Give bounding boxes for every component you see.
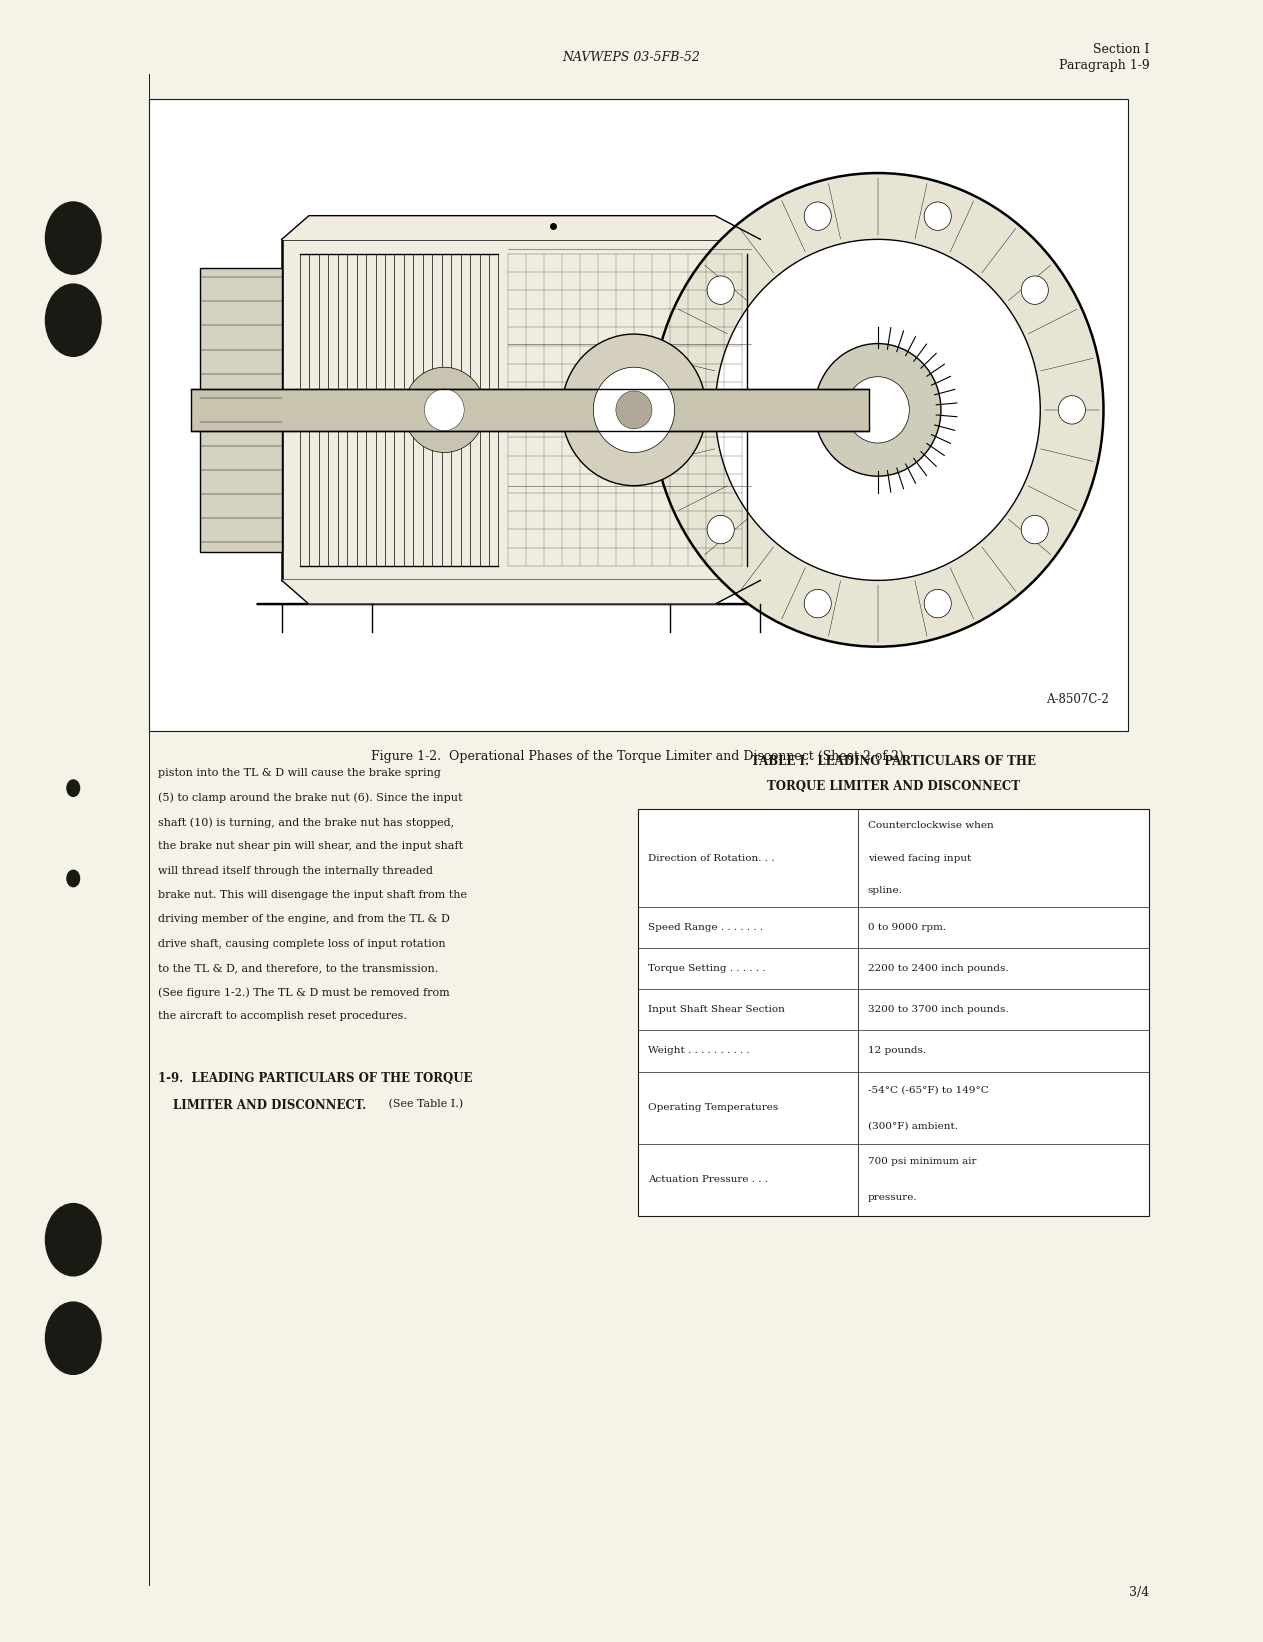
Text: Torque Setting . . . . . .: Torque Setting . . . . . .	[648, 964, 765, 974]
Text: Input Shaft Shear Section: Input Shaft Shear Section	[648, 1005, 784, 1015]
Circle shape	[805, 202, 831, 230]
Text: the aircraft to accomplish reset procedures.: the aircraft to accomplish reset procedu…	[158, 1011, 407, 1021]
Text: (See Table I.): (See Table I.)	[385, 1098, 464, 1108]
Text: 700 psi minimum air: 700 psi minimum air	[868, 1158, 976, 1166]
Circle shape	[1022, 516, 1048, 544]
Bar	[201, 268, 282, 552]
Circle shape	[846, 376, 909, 443]
Circle shape	[67, 870, 80, 887]
Circle shape	[805, 589, 831, 617]
Polygon shape	[282, 580, 760, 604]
Text: Weight . . . . . . . . . .: Weight . . . . . . . . . .	[648, 1046, 750, 1056]
Circle shape	[67, 780, 80, 796]
Text: 3/4: 3/4	[1129, 1586, 1149, 1599]
Circle shape	[671, 396, 697, 424]
Text: the brake nut shear pin will shear, and the input shaft: the brake nut shear pin will shear, and …	[158, 841, 464, 851]
Text: Actuation Pressure . . .: Actuation Pressure . . .	[648, 1176, 768, 1184]
Text: -54°C (-65°F) to 149°C: -54°C (-65°F) to 149°C	[868, 1085, 989, 1094]
Circle shape	[652, 172, 1104, 647]
Polygon shape	[282, 215, 760, 240]
Text: 1-9.  LEADING PARTICULARS OF THE TORQUE: 1-9. LEADING PARTICULARS OF THE TORQUE	[158, 1072, 472, 1085]
Circle shape	[562, 333, 706, 486]
Circle shape	[594, 368, 674, 453]
Text: TORQUE LIMITER AND DISCONNECT: TORQUE LIMITER AND DISCONNECT	[767, 780, 1021, 793]
Text: viewed facing input: viewed facing input	[868, 854, 971, 862]
Bar	[638, 810, 1149, 1217]
Text: Counterclockwise when: Counterclockwise when	[868, 821, 994, 829]
Bar	[282, 240, 760, 580]
Text: Figure 1-2.  Operational Phases of the Torque Limiter and Disconnect (Sheet 2 of: Figure 1-2. Operational Phases of the To…	[371, 750, 904, 764]
Text: Operating Temperatures: Operating Temperatures	[648, 1103, 778, 1112]
Circle shape	[45, 202, 101, 274]
Circle shape	[707, 276, 734, 304]
Text: (5) to clamp around the brake nut (6). Since the input: (5) to clamp around the brake nut (6). S…	[158, 793, 462, 803]
Text: 0 to 9000 rpm.: 0 to 9000 rpm.	[868, 923, 946, 933]
Circle shape	[1058, 396, 1085, 424]
Text: pressure.: pressure.	[868, 1194, 917, 1202]
Text: brake nut. This will disengage the input shaft from the: brake nut. This will disengage the input…	[158, 890, 467, 900]
Text: 3200 to 3700 inch pounds.: 3200 to 3700 inch pounds.	[868, 1005, 1008, 1015]
Text: to the TL & D, and therefore, to the transmission.: to the TL & D, and therefore, to the tra…	[158, 962, 438, 972]
Text: LIMITER AND DISCONNECT.: LIMITER AND DISCONNECT.	[173, 1098, 366, 1112]
Text: Paragraph 1-9: Paragraph 1-9	[1058, 59, 1149, 72]
Circle shape	[45, 1302, 101, 1374]
Circle shape	[707, 516, 734, 544]
Text: 2200 to 2400 inch pounds.: 2200 to 2400 inch pounds.	[868, 964, 1008, 974]
Text: 12 pounds.: 12 pounds.	[868, 1046, 926, 1056]
Text: Section I: Section I	[1092, 43, 1149, 56]
Circle shape	[715, 240, 1041, 580]
Circle shape	[1022, 276, 1048, 304]
Circle shape	[424, 389, 465, 430]
Text: Direction of Rotation. . .: Direction of Rotation. . .	[648, 854, 774, 862]
Text: NAVWEPS 03-5FB-52: NAVWEPS 03-5FB-52	[562, 51, 701, 64]
Text: (See figure 1-2.) The TL & D must be removed from: (See figure 1-2.) The TL & D must be rem…	[158, 987, 450, 998]
Text: A-8507C-2: A-8507C-2	[1046, 693, 1109, 706]
Circle shape	[616, 391, 652, 429]
Circle shape	[815, 343, 941, 476]
Text: TABLE I.  LEADING PARTICULARS OF THE: TABLE I. LEADING PARTICULARS OF THE	[751, 755, 1036, 768]
Text: Speed Range . . . . . . .: Speed Range . . . . . . .	[648, 923, 763, 933]
Text: drive shaft, causing complete loss of input rotation: drive shaft, causing complete loss of in…	[158, 939, 446, 949]
Circle shape	[45, 284, 101, 356]
Text: shaft (10) is turning, and the brake nut has stopped,: shaft (10) is turning, and the brake nut…	[158, 818, 453, 828]
Circle shape	[45, 1204, 101, 1276]
Circle shape	[404, 368, 485, 453]
Text: (300°F) ambient.: (300°F) ambient.	[868, 1121, 957, 1130]
Bar	[192, 389, 869, 430]
Text: spline.: spline.	[868, 887, 903, 895]
Circle shape	[925, 202, 951, 230]
Circle shape	[925, 589, 951, 617]
Text: driving member of the engine, and from the TL & D: driving member of the engine, and from t…	[158, 915, 450, 924]
Text: will thread itself through the internally threaded: will thread itself through the internall…	[158, 865, 433, 875]
Text: piston into the TL & D will cause the brake spring: piston into the TL & D will cause the br…	[158, 768, 441, 778]
Bar	[149, 99, 1128, 731]
